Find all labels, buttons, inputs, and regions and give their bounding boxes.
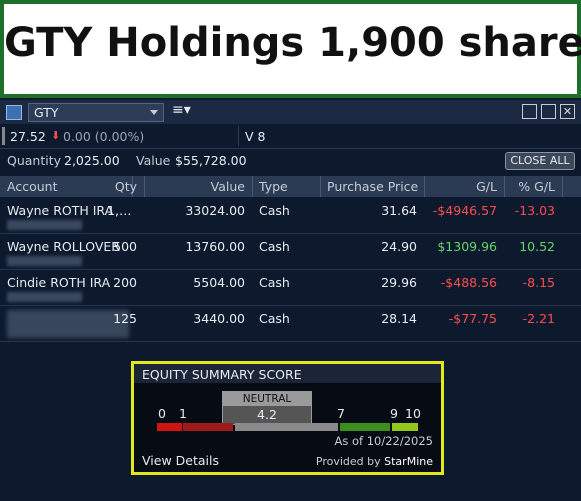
price: 27.52 bbox=[10, 129, 46, 144]
scale-segment bbox=[235, 423, 338, 431]
quantity: 2,025.00 bbox=[64, 153, 120, 168]
column-separator bbox=[424, 176, 425, 197]
summary-row: Quantity 2,025.00 Value $55,728.00 CLOSE… bbox=[0, 149, 581, 174]
cell-value: 33024.00 bbox=[185, 203, 245, 218]
cell-gl: -$488.56 bbox=[440, 275, 497, 290]
toolbar: GTY ≡▾ ✕ bbox=[0, 100, 581, 124]
cell-type: Cash bbox=[259, 275, 290, 290]
symbol: GTY bbox=[34, 105, 59, 120]
maximize-button[interactable] bbox=[541, 104, 556, 119]
view-details[interactable]: View Details bbox=[142, 453, 219, 468]
cell-pct-gl: 10.52 bbox=[519, 239, 555, 254]
column-separator bbox=[252, 176, 253, 197]
cell-gl: $1309.96 bbox=[437, 239, 497, 254]
cell-pct-gl: -8.15 bbox=[522, 275, 555, 290]
row-separator bbox=[0, 341, 581, 342]
dropdown-arrow bbox=[150, 110, 158, 119]
column-header[interactable]: Qty bbox=[114, 179, 137, 194]
rating: NEUTRAL bbox=[223, 392, 311, 406]
cell-type: Cash bbox=[259, 311, 290, 326]
cell-type: Cash bbox=[259, 239, 290, 254]
column-separator bbox=[504, 176, 505, 197]
cell-gl: -$77.75 bbox=[448, 311, 497, 326]
value: $55,728.00 bbox=[175, 153, 247, 168]
scale-label: 1 bbox=[179, 406, 187, 421]
scale-segment bbox=[340, 423, 390, 431]
cell-pct-gl: -2.21 bbox=[522, 311, 555, 326]
equity-score-box: EQUITY SUMMARY SCORE NEUTRAL 4.2 0 1 7 9 10 … bbox=[131, 361, 444, 475]
score-header bbox=[134, 364, 441, 383]
redacted-account bbox=[7, 310, 129, 338]
symbol-dropdown[interactable]: GTY bbox=[28, 103, 164, 122]
column-header[interactable]: Type bbox=[259, 179, 288, 194]
divider bbox=[238, 126, 239, 146]
value-label: Value bbox=[136, 153, 171, 168]
rating-box: NEUTRAL 4.2 bbox=[222, 391, 312, 425]
cell-value: 13760.00 bbox=[185, 239, 245, 254]
redacted-subtitle bbox=[7, 256, 82, 266]
cell-purchase-price: 24.90 bbox=[381, 239, 417, 254]
provided-by: Provided by bbox=[315, 455, 381, 468]
close-all-button[interactable]: CLOSE ALL bbox=[505, 152, 575, 170]
app-icon bbox=[6, 105, 22, 120]
column-separator bbox=[144, 176, 145, 197]
cell-value: 3440.00 bbox=[193, 311, 245, 326]
cell-purchase-price: 31.64 bbox=[381, 203, 417, 218]
column-separator bbox=[320, 176, 321, 197]
column-separator bbox=[132, 176, 133, 197]
scale-segment bbox=[392, 423, 418, 431]
change: 0.00 (0.00%) bbox=[63, 129, 145, 144]
column-header[interactable]: Purchase Price bbox=[327, 179, 419, 194]
cell-pct-gl: -13.03 bbox=[514, 203, 555, 218]
cell-purchase-price: 28.14 bbox=[381, 311, 417, 326]
cell-qty: 1,200 bbox=[107, 203, 143, 218]
score-title: EQUITY SUMMARY SCORE bbox=[142, 367, 302, 382]
quote-marker bbox=[2, 127, 5, 145]
column-header[interactable]: Value bbox=[210, 179, 245, 194]
table-body: Wayne ROTH IRA 1,200 33024.00 Cash 31.64 -$49… bbox=[0, 198, 581, 342]
scale-label: 9 bbox=[390, 406, 398, 421]
close-button[interactable]: ✕ bbox=[560, 104, 575, 119]
banner: GTY Holdings 1,900 shares bbox=[0, 0, 581, 98]
column-separator bbox=[562, 176, 563, 197]
cell-qty: 200 bbox=[113, 275, 137, 290]
volume: V 8 bbox=[245, 129, 266, 144]
cell-qty: 500 bbox=[113, 239, 137, 254]
scale-label: 7 bbox=[337, 406, 345, 421]
menu-icon[interactable]: ≡▾ bbox=[172, 102, 191, 118]
as-of: As of 10/22/2025 bbox=[334, 434, 433, 448]
banner-title: GTY Holdings 1,900 shares bbox=[4, 20, 581, 66]
provider: StarMine bbox=[384, 455, 433, 468]
redacted-subtitle bbox=[7, 220, 82, 230]
table-header: Account Qty Value Type Purchase Price G/L % G/… bbox=[0, 176, 581, 197]
cell-value: 5504.00 bbox=[193, 275, 245, 290]
row-separator bbox=[0, 269, 581, 270]
quote-row: 27.52 ⬇ 0.00 (0.00%) V 8 bbox=[0, 124, 581, 149]
cell-type: Cash bbox=[259, 203, 290, 218]
cell-gl: -$4946.57 bbox=[432, 203, 497, 218]
scale-label: 0 bbox=[158, 406, 166, 421]
provider-line: Provided by StarMine bbox=[316, 455, 433, 468]
score: 4.2 bbox=[257, 407, 277, 422]
cell-qty: 125 bbox=[113, 311, 137, 326]
row-separator bbox=[0, 233, 581, 234]
scale-segment bbox=[157, 423, 182, 431]
column-header[interactable]: % G/L bbox=[518, 179, 555, 194]
column-header[interactable]: G/L bbox=[476, 179, 497, 194]
cell-purchase-price: 29.96 bbox=[381, 275, 417, 290]
column-header[interactable]: Account bbox=[7, 179, 58, 194]
minimize-button[interactable] bbox=[522, 104, 537, 119]
scale-label: 10 bbox=[405, 406, 421, 421]
redacted-subtitle bbox=[7, 292, 82, 302]
down-arrow: ⬇ bbox=[51, 129, 61, 142]
row-separator bbox=[0, 305, 581, 306]
scale-segment bbox=[183, 423, 233, 431]
quantity-label: Quantity bbox=[7, 153, 62, 168]
